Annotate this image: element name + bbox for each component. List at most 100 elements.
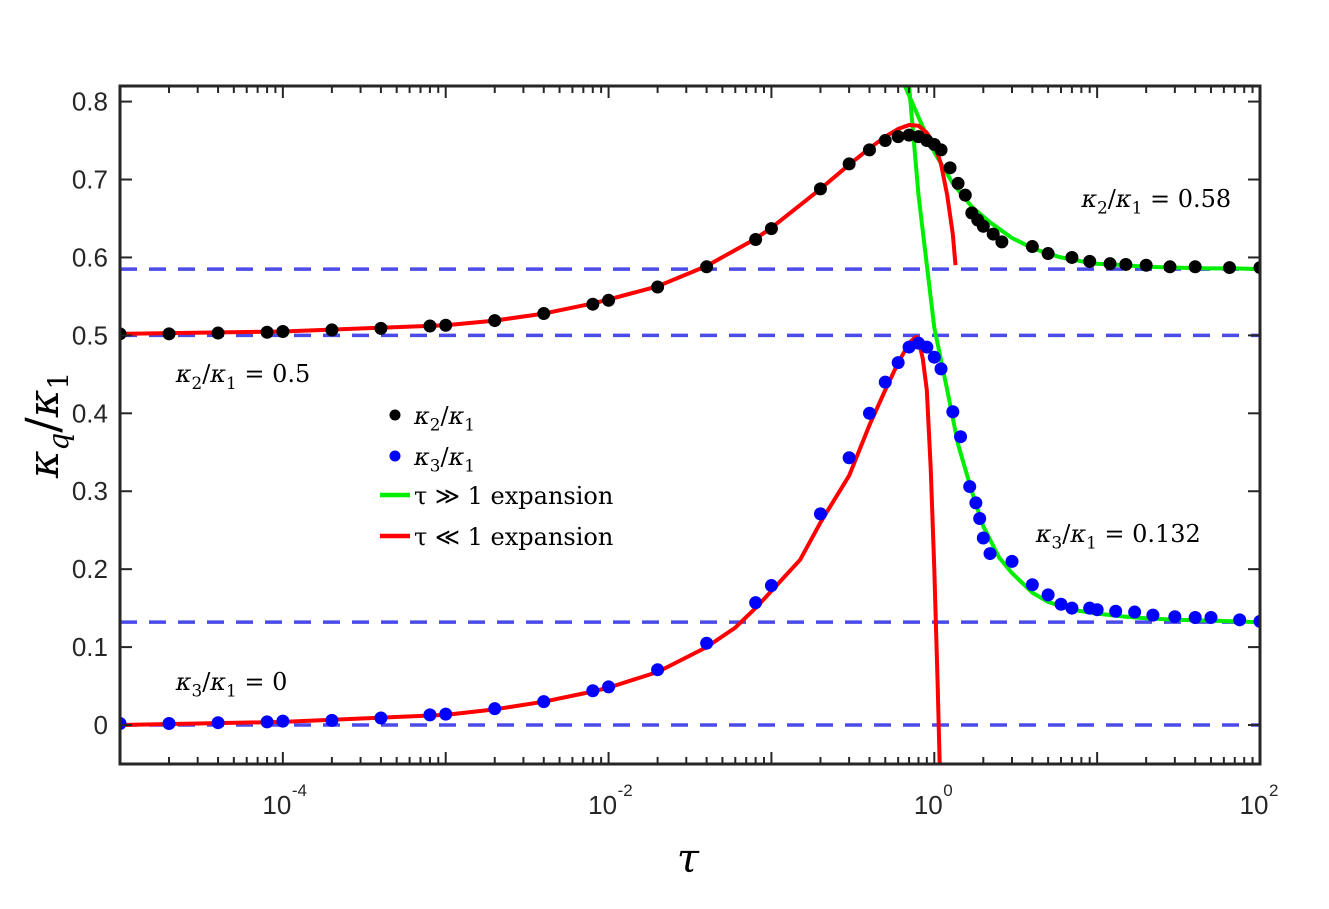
x-tick-label: 10 — [1240, 790, 1269, 820]
data-point — [374, 711, 388, 725]
annotation: κ3/κ1 = 0.132 — [1035, 520, 1201, 553]
y-label-den-sub: 1 — [42, 372, 75, 390]
y-axis-label: κq/κ1 — [15, 372, 75, 479]
annotation-value: = 0.132 — [1097, 520, 1201, 548]
legend-label-part: / — [440, 402, 449, 430]
x-tick-label: 10 — [914, 790, 943, 820]
data-point — [1025, 578, 1039, 592]
data-point — [995, 235, 1009, 249]
y-tick-label: 0.8 — [72, 87, 108, 117]
legend-label: κ2/κ1 — [413, 402, 475, 435]
x-tick-exponent: 0 — [943, 781, 952, 800]
annotation: κ2/κ1 = 0.5 — [175, 360, 311, 393]
data-point — [120, 327, 127, 341]
annotation-part: κ — [175, 360, 192, 388]
data-point — [488, 314, 502, 328]
data-point — [120, 716, 127, 730]
x-axis-label: τ — [677, 836, 700, 882]
y-tick-label: 0.7 — [72, 165, 108, 195]
legend-label-part: 1 — [464, 456, 475, 476]
legend-label-part: 3 — [430, 456, 441, 476]
data-point — [891, 130, 905, 144]
annotation-part: 1 — [226, 373, 237, 393]
legend-label: κ3/κ1 — [413, 443, 475, 476]
axes-frame — [118, 84, 1262, 766]
series-line — [120, 334, 942, 764]
x-tick-exponent: 2 — [1269, 781, 1278, 800]
annotation-part: 2 — [192, 373, 203, 393]
data-point — [813, 507, 827, 521]
data-point — [1119, 257, 1133, 271]
data-point — [976, 219, 990, 233]
data-point — [749, 596, 763, 610]
data-point — [813, 182, 827, 196]
data-point — [586, 297, 600, 311]
data-point — [325, 323, 339, 337]
data-point — [1128, 605, 1142, 619]
data-point — [488, 702, 502, 716]
data-point — [878, 375, 892, 389]
data-point — [1041, 247, 1055, 261]
data-point — [700, 636, 714, 650]
tick-labels: 00.10.20.30.40.50.60.70.810 -4 10 -2 10 0 10 2 — [72, 87, 1279, 820]
data-point — [934, 143, 948, 157]
legend-label-part: / — [440, 443, 449, 471]
annotation-part: κ — [1080, 185, 1097, 213]
annotation-part: 3 — [1052, 533, 1063, 553]
data-point — [943, 161, 957, 175]
annotation-part: / — [202, 668, 211, 696]
legend-label: τ ≪ 1 expansion — [414, 523, 613, 551]
data-point — [1188, 610, 1202, 624]
data-point — [951, 176, 965, 190]
data-point — [1163, 260, 1177, 274]
legend-label: τ ≫ 1 expansion — [414, 482, 613, 510]
data-point — [878, 134, 892, 148]
data-markers — [120, 128, 1260, 730]
data-point — [1139, 258, 1153, 272]
data-point — [211, 716, 225, 730]
data-point — [976, 531, 990, 545]
y-label-numerator: κ — [19, 451, 68, 480]
data-point — [1188, 260, 1202, 274]
data-point — [1041, 588, 1055, 602]
data-point — [891, 356, 905, 370]
data-point — [325, 713, 339, 727]
data-point — [954, 430, 968, 444]
data-point — [700, 260, 714, 274]
x-tick-label: 10 — [588, 790, 617, 820]
data-point — [946, 405, 960, 419]
data-point — [1065, 601, 1079, 615]
legend-marker — [389, 450, 401, 462]
data-point — [1204, 610, 1218, 624]
legend-label-part: κ — [448, 402, 465, 430]
y-tick-label: 0.4 — [72, 398, 108, 428]
series-line — [903, 86, 1260, 272]
reference-lines — [120, 267, 1260, 727]
annotation-part: / — [1108, 185, 1117, 213]
annotation-part: κ — [1115, 185, 1132, 213]
data-point — [1233, 613, 1247, 627]
data-point — [439, 707, 453, 721]
annotation-value: = 0 — [237, 668, 288, 696]
data-point — [920, 340, 934, 354]
data-point — [764, 222, 778, 236]
data-point — [1109, 604, 1123, 618]
data-point — [537, 307, 551, 321]
annotation-value: = 0.58 — [1142, 185, 1231, 213]
data-point — [586, 684, 600, 698]
annotation-part: κ — [209, 668, 226, 696]
annotation-part: 1 — [1132, 198, 1143, 218]
data-point — [927, 350, 941, 364]
annotation-part: 3 — [192, 681, 203, 701]
data-point — [1054, 597, 1068, 611]
x-tick-exponent: -2 — [618, 781, 633, 800]
data-point — [1146, 608, 1160, 622]
y-label-slash: / — [15, 417, 69, 433]
data-point — [1090, 603, 1104, 617]
data-point — [934, 362, 948, 376]
data-point — [862, 143, 876, 157]
data-point — [374, 321, 388, 335]
data-point — [749, 233, 763, 247]
